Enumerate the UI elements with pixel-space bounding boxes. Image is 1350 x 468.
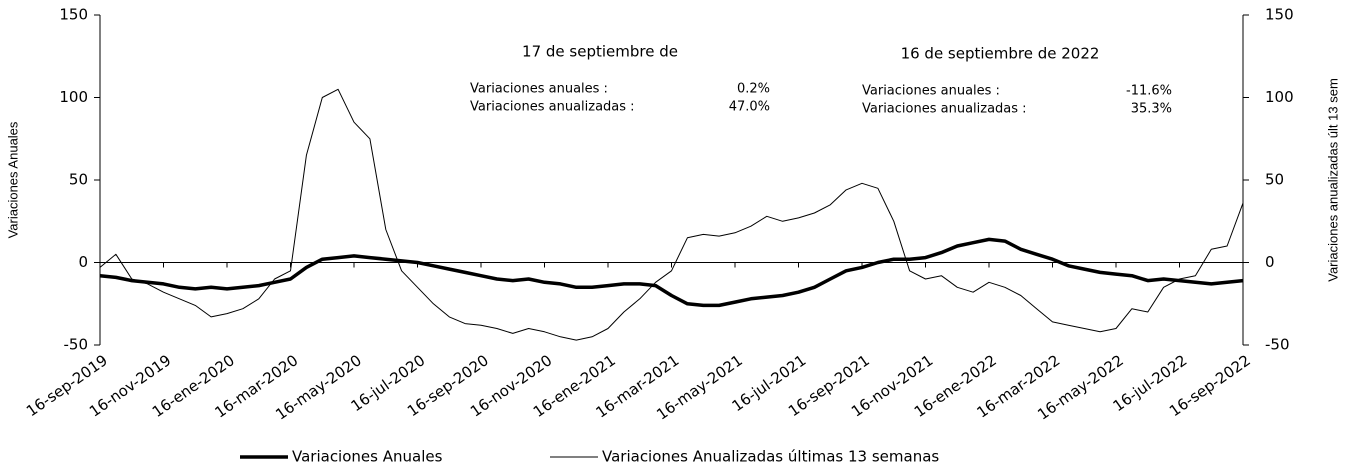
legend-label: Variaciones Anuales: [292, 448, 443, 466]
y2-tick-label: 0: [1265, 253, 1275, 271]
y-tick-label: 0: [78, 253, 88, 271]
annotation-title: 16 de septiembre de 2022: [901, 45, 1100, 63]
annotation-value: -11.6%: [1126, 84, 1172, 99]
annotation-title: 17 de septiembre de: [522, 43, 678, 61]
y2-tick-label: 100: [1265, 88, 1294, 106]
annotation-value: 35.3%: [1131, 102, 1172, 117]
y-tick-label: 100: [59, 88, 88, 106]
annotation-label: Variaciones anuales :: [862, 84, 1000, 99]
annotation-label: Variaciones anualizadas :: [862, 102, 1027, 117]
legend-label: Variaciones Anualizadas últimas 13 seman…: [602, 448, 939, 466]
y2-tick-label: -50: [1265, 336, 1290, 354]
annotation-label: Variaciones anualizadas :: [470, 100, 635, 115]
y-tick-label: 50: [69, 171, 88, 189]
series-line: [99, 88, 1244, 341]
y2-tick-label: 150: [1265, 6, 1294, 24]
y2-tick-label: 50: [1265, 171, 1284, 189]
y2-axis-label: Variaciones anualizadas últ 13 sem: [1325, 78, 1340, 282]
y-tick-label: -50: [64, 336, 89, 354]
annotation-value: 0.2%: [737, 82, 770, 97]
series-line: [99, 237, 1244, 308]
annotation-value: 47.0%: [729, 100, 770, 115]
y-tick-label: 150: [59, 6, 88, 24]
y-axis-label: Variaciones Anuales: [5, 121, 20, 238]
annotation-label: Variaciones anuales :: [470, 82, 608, 97]
